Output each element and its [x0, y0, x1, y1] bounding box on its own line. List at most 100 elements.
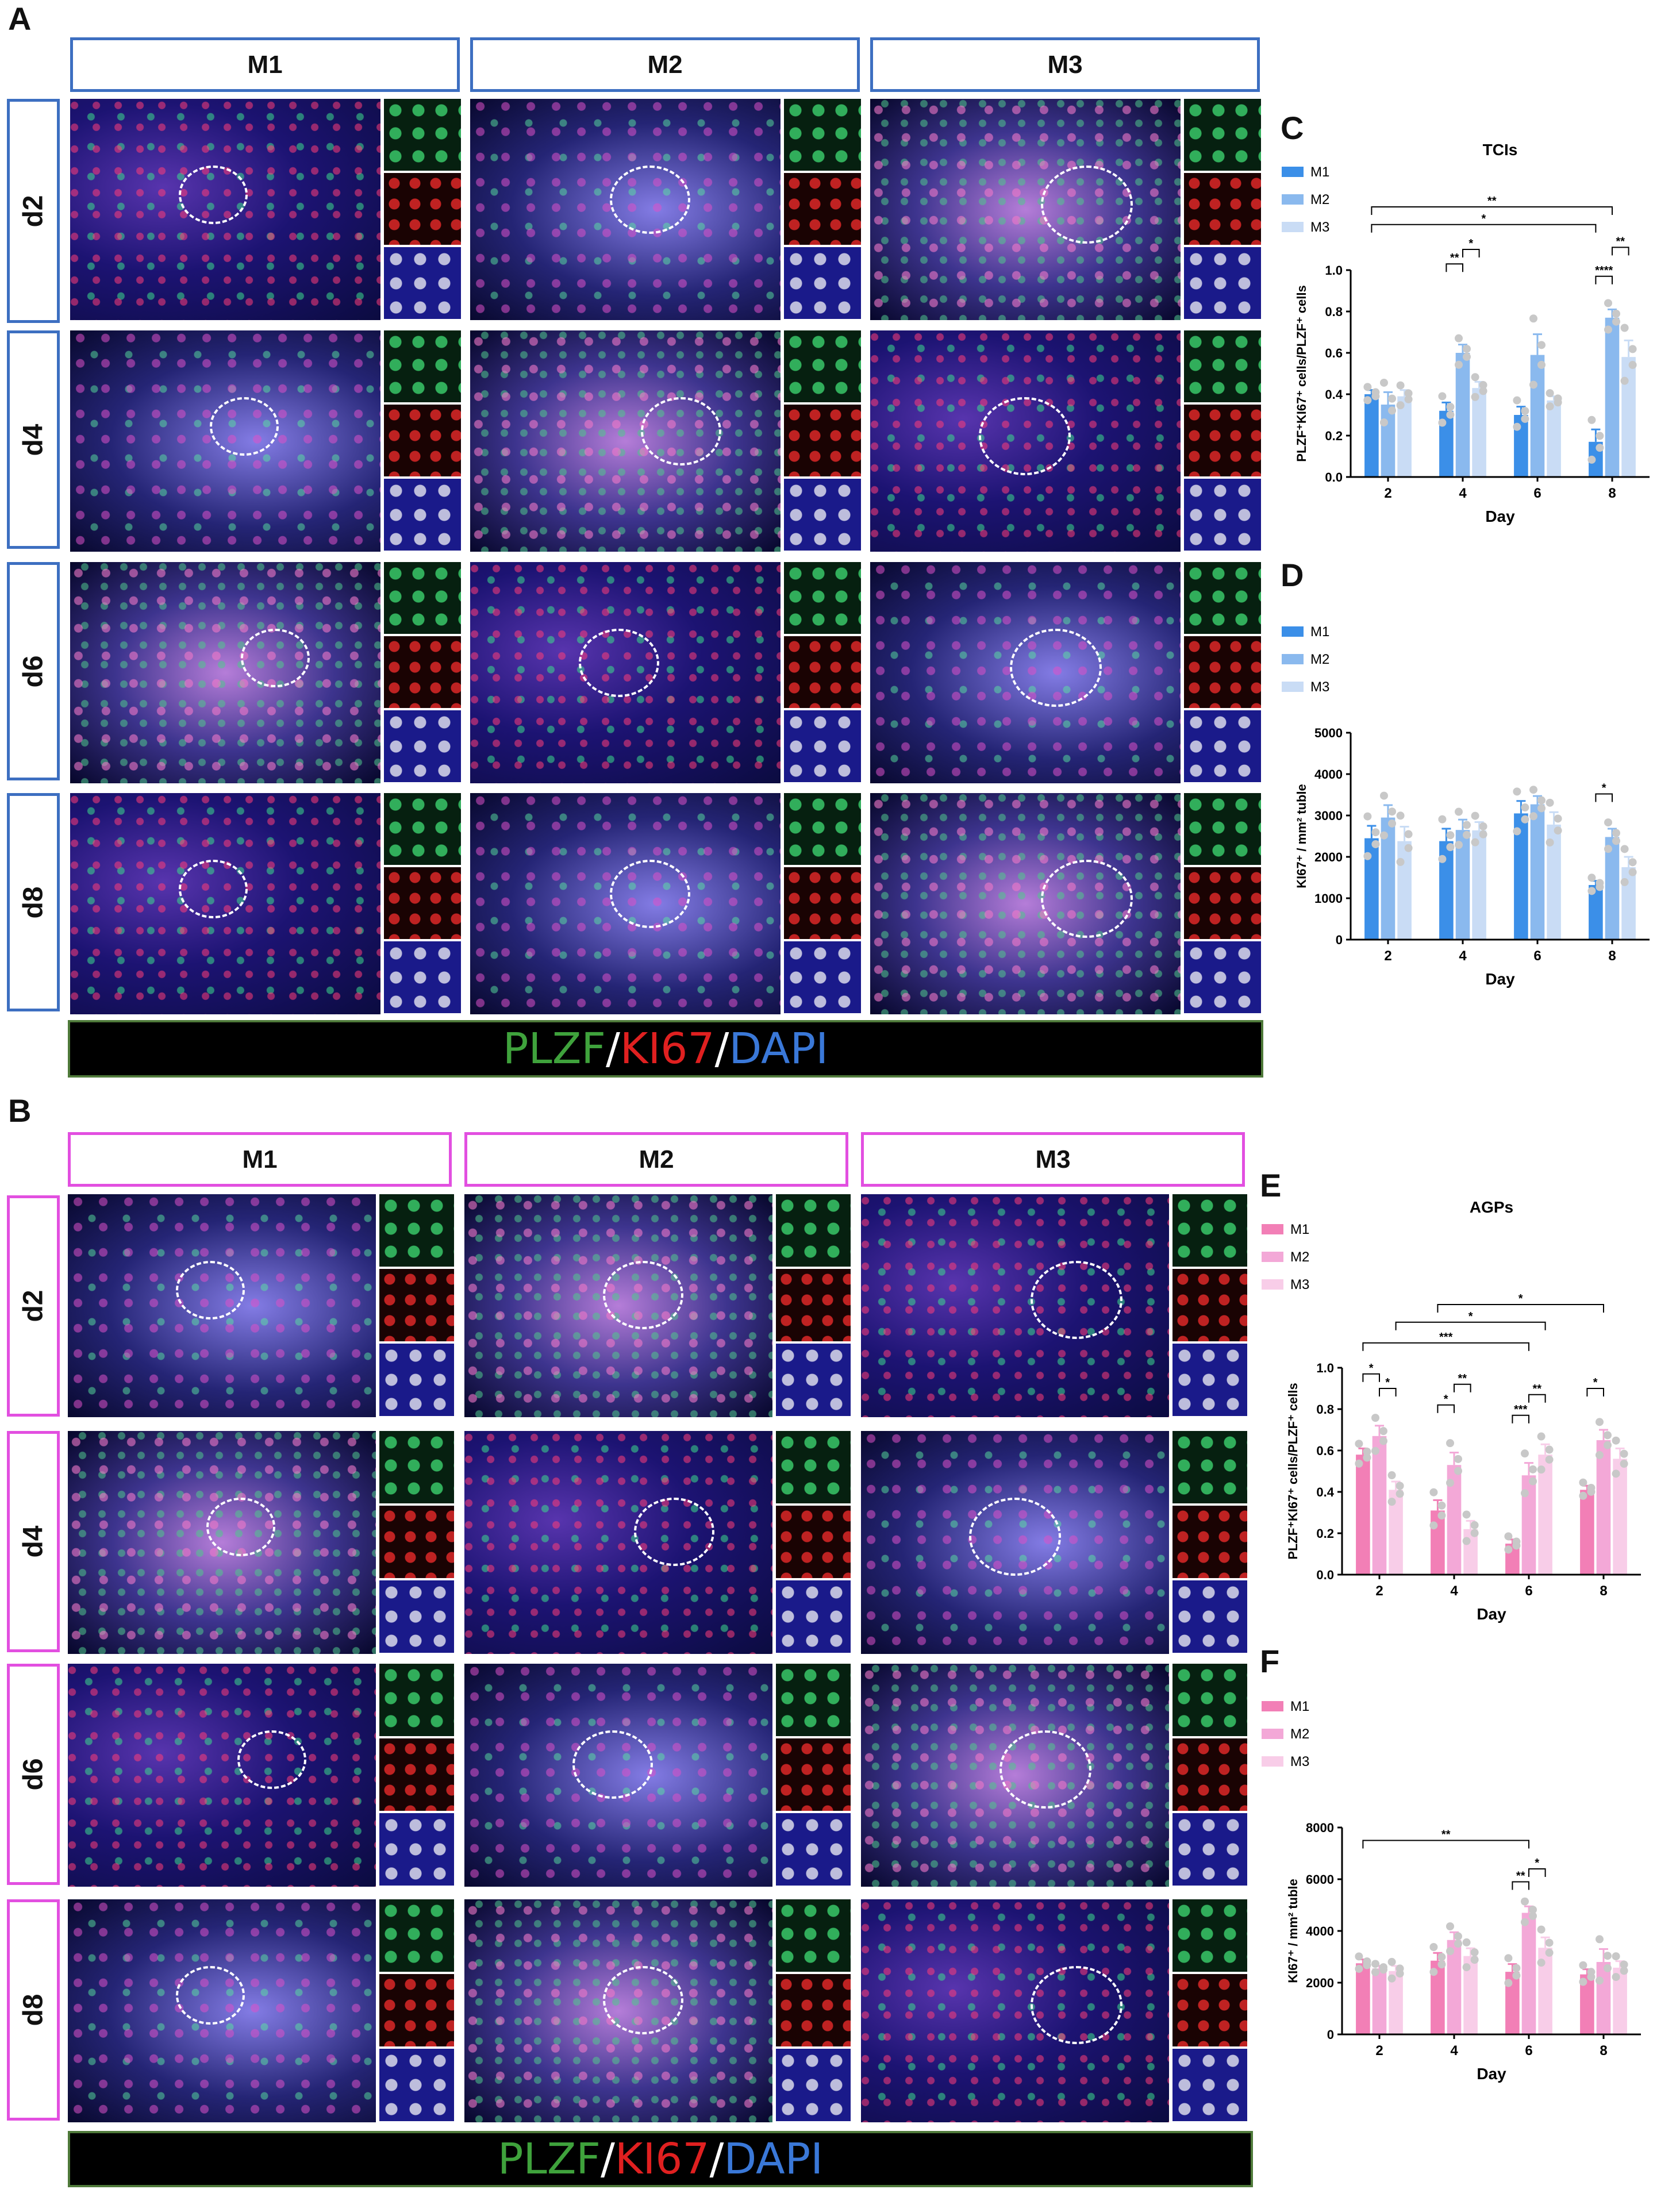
data-point: [1587, 1972, 1596, 1981]
data-point: [1429, 1968, 1438, 1976]
y-tick-label: 1000: [1314, 891, 1343, 906]
zoom-region-circle: [641, 397, 721, 465]
bar-m3-day4: [1472, 830, 1486, 940]
legend-swatch-m2: [1262, 1729, 1283, 1739]
data-point: [1380, 418, 1388, 427]
significance-label: **: [1450, 252, 1459, 264]
legend-swatch-m3: [1282, 682, 1304, 692]
data-point: [1620, 845, 1629, 853]
inset-plzf: [379, 1899, 454, 1972]
data-point: [1529, 1477, 1537, 1486]
col-header-m3: M3: [861, 1132, 1245, 1187]
y-tick-label: 0.6: [1325, 346, 1343, 360]
data-point: [1513, 396, 1521, 405]
data-point: [1529, 314, 1537, 323]
data-point: [1612, 309, 1620, 318]
data-point: [1554, 814, 1562, 823]
bar-m3-day2: [1397, 841, 1412, 940]
y-tick-label: 0.4: [1316, 1485, 1334, 1499]
legend-swatch-m3: [1262, 1279, 1283, 1290]
data-point: [1379, 1437, 1387, 1445]
data-point: [1537, 360, 1546, 369]
zoom-region-circle: [579, 628, 659, 697]
col-header-m2: M2: [464, 1132, 848, 1187]
row-label-d8: d8: [18, 1994, 49, 2026]
inset-ki67: [384, 867, 461, 939]
zoom-region-circle: [1030, 1966, 1122, 2045]
data-point: [1363, 1961, 1371, 1969]
legend-label-m2: M2: [1310, 192, 1329, 207]
data-point: [1529, 1465, 1537, 1473]
data-point: [1438, 855, 1447, 863]
data-point: [1587, 455, 1596, 464]
y-tick-label: 4000: [1314, 767, 1343, 782]
legend-label-m3: M3: [1290, 1754, 1309, 1769]
zoom-region-circle: [610, 859, 690, 928]
data-point: [1396, 381, 1405, 390]
legend-ki67: KI67: [614, 2134, 710, 2184]
data-point: [1363, 383, 1372, 391]
data-point: [1512, 1964, 1521, 1972]
legend-ki67: KI67: [620, 1024, 715, 1074]
data-point: [1628, 345, 1637, 353]
data-point: [1620, 1960, 1628, 1969]
micrograph-main: [470, 99, 781, 320]
data-point: [1546, 402, 1554, 411]
data-point: [1604, 818, 1612, 827]
significance-bracket: [1362, 1840, 1529, 1849]
data-point: [1463, 345, 1471, 353]
x-tick-label: 6: [1533, 486, 1541, 501]
bar-m1-day4: [1431, 1510, 1445, 1575]
legend-plzf: PLZF: [502, 1024, 606, 1074]
x-tick-label: 4: [1450, 1583, 1458, 1599]
panel-label-f: F: [1260, 1643, 1280, 1679]
row-header-d2: d2: [7, 1195, 60, 1417]
legend-label-m2: M2: [1290, 1726, 1309, 1742]
legend-swatch-m3: [1282, 222, 1304, 232]
data-point: [1463, 352, 1471, 361]
chart-title: AGPs: [1470, 1198, 1513, 1216]
data-point: [1363, 396, 1372, 405]
inset-merge: [1172, 1344, 1247, 1416]
inset-plzf: [1172, 1899, 1247, 1972]
chart-e-agps-ratio: AGPs M1 M2 M3 0.0 0.2 0.4 0.6 0.8 1.0 2 4 6 8 Day PLZF⁺…: [1262, 1198, 1641, 1623]
data-point: [1437, 1953, 1446, 1961]
y-tick-label: 2000: [1306, 1976, 1334, 1990]
data-point: [1371, 1960, 1379, 1968]
data-point: [1355, 1459, 1363, 1468]
bar-m2-day2: [1372, 1968, 1387, 2034]
data-point: [1355, 1964, 1363, 1973]
data-point: [1579, 1478, 1587, 1487]
data-point: [1463, 821, 1471, 829]
y-tick-label: 6000: [1306, 1872, 1334, 1887]
data-point: [1387, 1471, 1396, 1480]
data-point: [1537, 1925, 1546, 1934]
panel-label-d: D: [1281, 557, 1304, 593]
significance-bracket: [1512, 1414, 1529, 1423]
legend-label-m2: M2: [1310, 652, 1329, 667]
data-point: [1462, 1938, 1471, 1946]
significance-bracket: [1437, 1404, 1455, 1413]
legend-label-m1: M1: [1310, 624, 1329, 640]
inset-merge: [379, 1580, 454, 1653]
data-point: [1446, 831, 1455, 840]
data-point: [1604, 325, 1612, 334]
micrograph-main: [470, 562, 781, 783]
inset-merge: [384, 710, 461, 782]
y-tick-label: 3000: [1314, 809, 1343, 823]
micrograph-main: [861, 1194, 1169, 1417]
legend-swatch-m2: [1282, 194, 1304, 205]
inset-ki67: [1172, 1506, 1247, 1578]
data-point: [1521, 1489, 1529, 1498]
data-point: [1529, 812, 1537, 821]
data-point: [1455, 807, 1463, 816]
data-point: [1612, 837, 1620, 845]
data-point: [1379, 1965, 1387, 1974]
y-tick-label: 1.0: [1325, 263, 1343, 278]
legend-label-m1: M1: [1290, 1222, 1309, 1237]
micrograph-main: [68, 1431, 376, 1654]
inset-plzf: [776, 1431, 851, 1503]
data-point: [1596, 883, 1604, 891]
significance-label: **: [1616, 235, 1625, 248]
legend-swatch-m2: [1282, 654, 1304, 664]
